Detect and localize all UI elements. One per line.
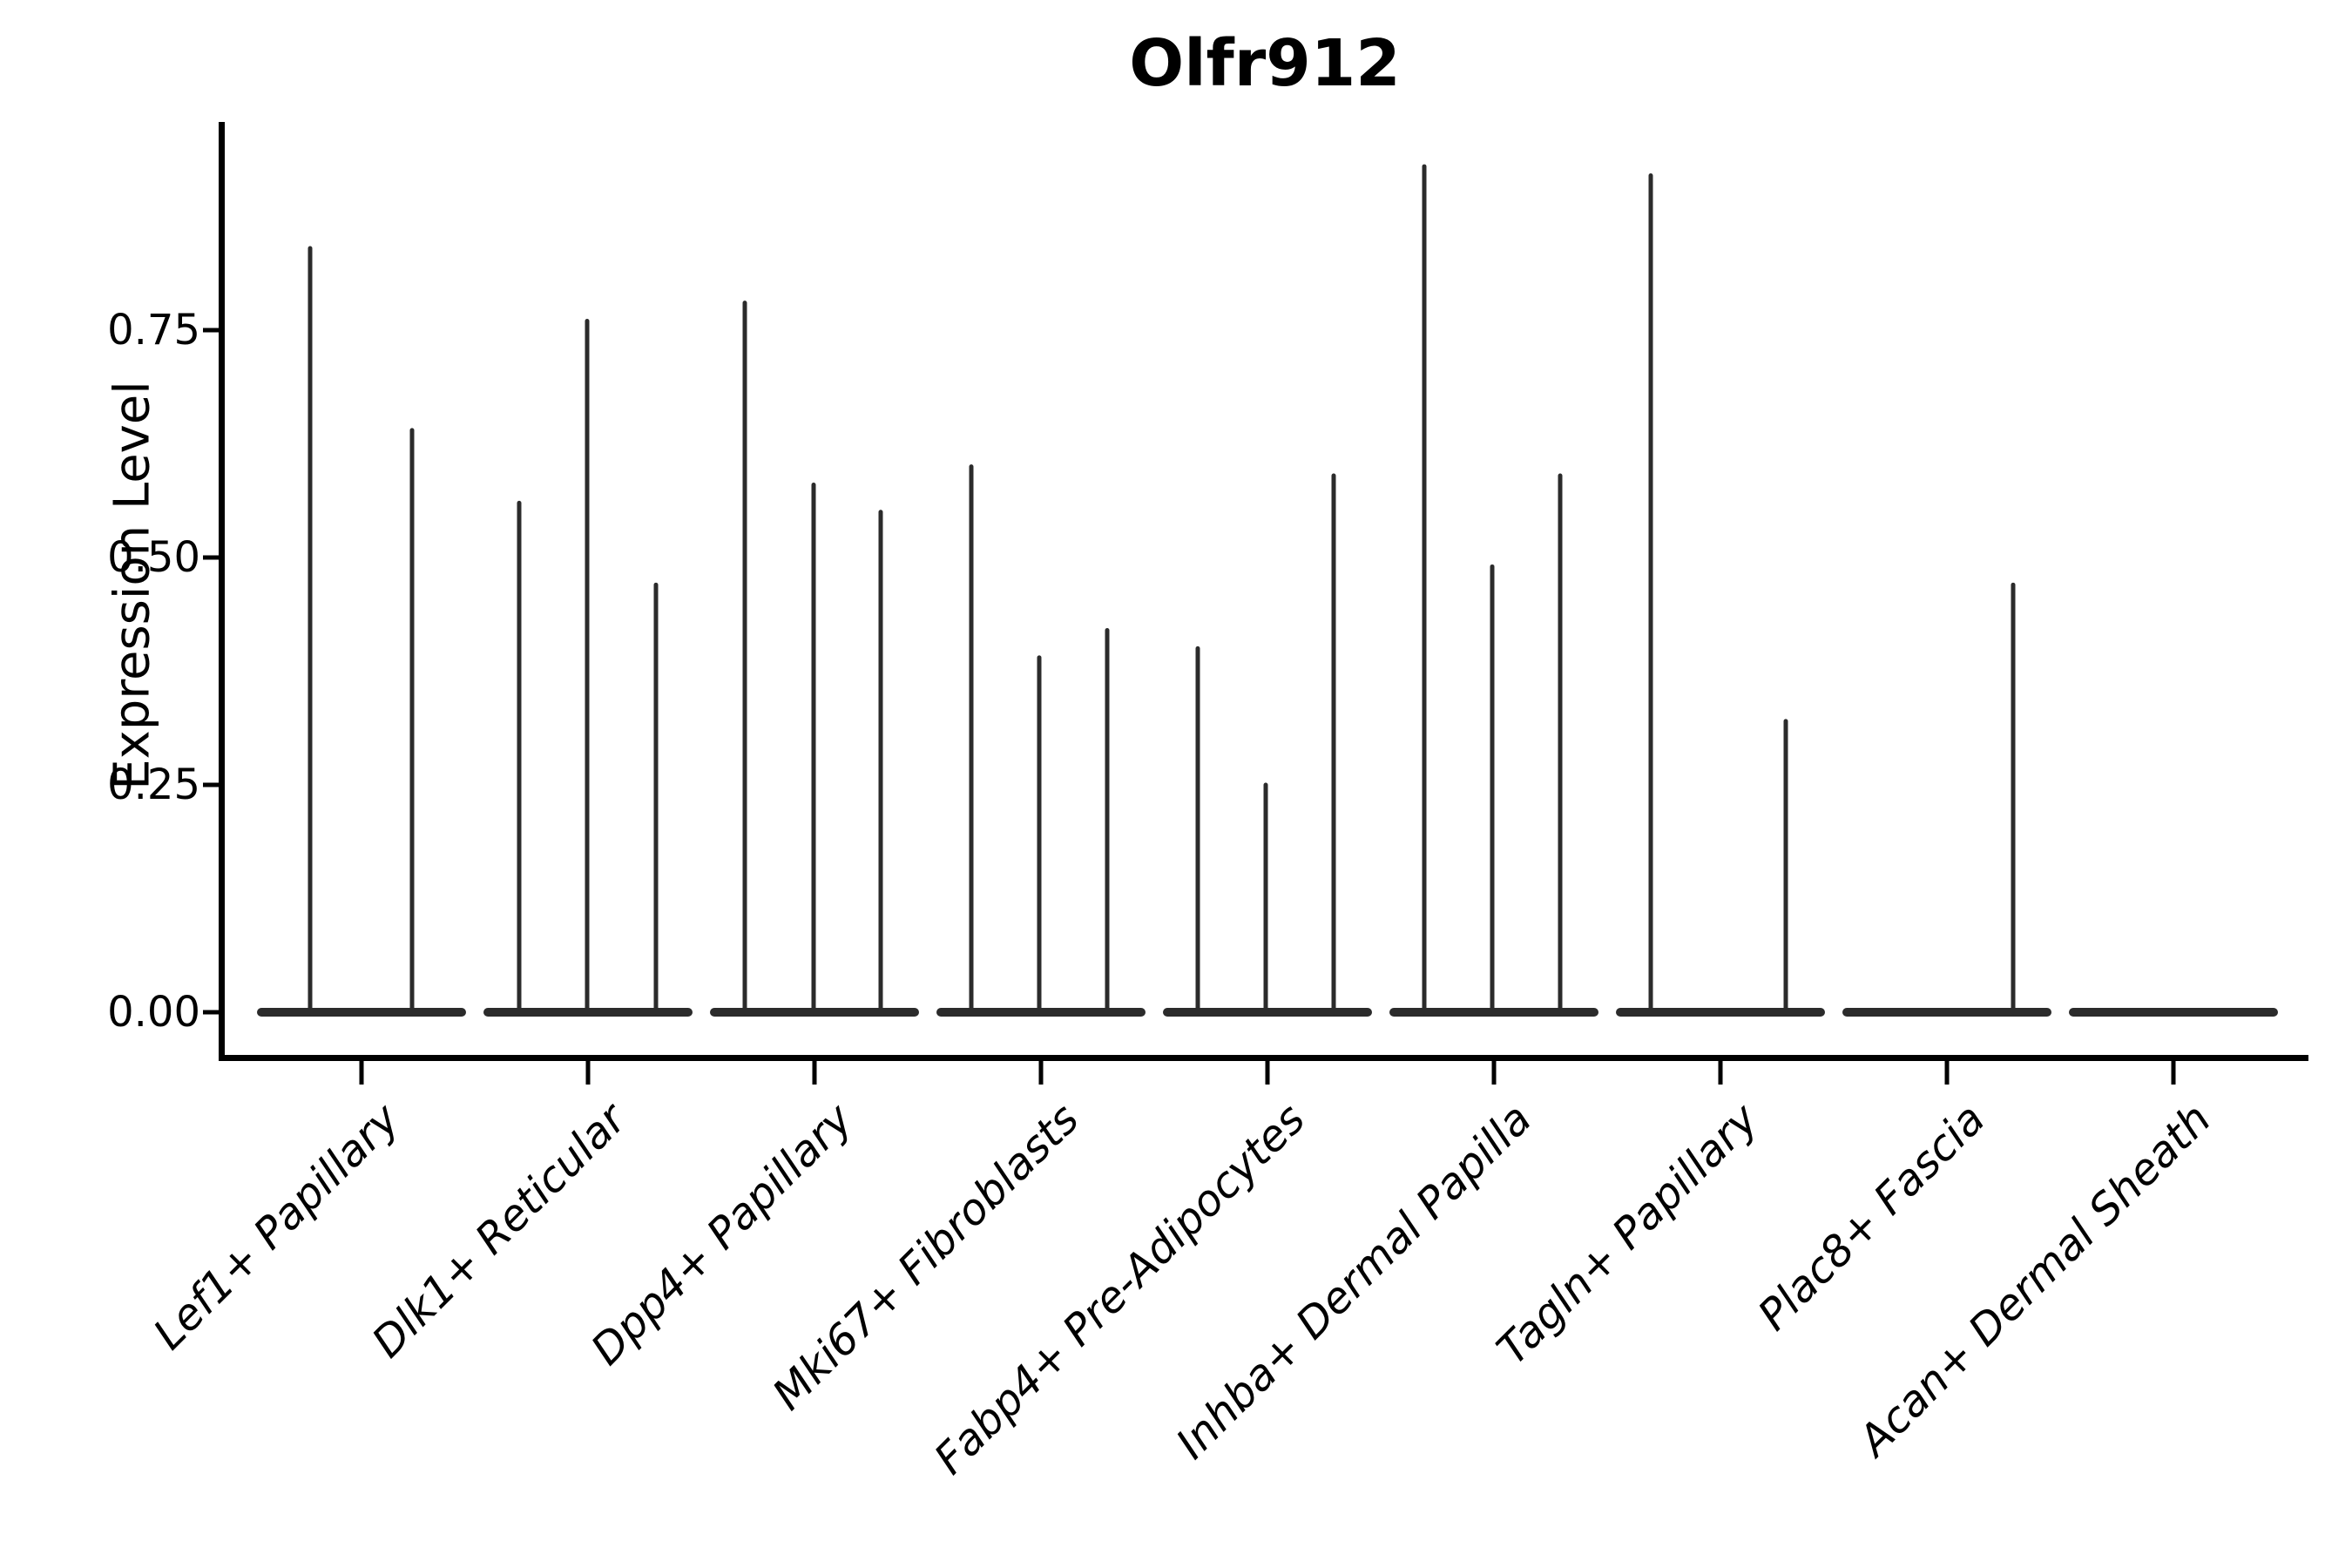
- y-tick-label: 0.00: [107, 988, 200, 1037]
- x-tick-mark: [1038, 1061, 1044, 1085]
- x-tick-mark: [1944, 1061, 1950, 1085]
- x-tick-mark: [1491, 1061, 1497, 1085]
- y-tick-label: 0.50: [107, 533, 200, 582]
- x-tick-mark: [812, 1061, 817, 1085]
- y-tick-mark: [203, 1010, 219, 1015]
- y-tick-label: 0.25: [107, 760, 200, 809]
- y-tick-mark: [203, 555, 219, 560]
- violin-baseline: [1616, 1008, 1825, 1017]
- x-axis-spine: [222, 1055, 2308, 1061]
- x-tick-mark: [359, 1061, 364, 1085]
- y-tick-label: 0.75: [107, 306, 200, 355]
- x-tick-mark: [1265, 1061, 1270, 1085]
- y-axis-spine: [219, 122, 225, 1061]
- violin-baseline: [257, 1008, 466, 1017]
- x-tick-mark: [2171, 1061, 2176, 1085]
- y-tick-mark: [203, 328, 219, 333]
- chart-title: Olfr912: [1129, 26, 1401, 101]
- x-tick-mark: [585, 1061, 591, 1085]
- x-tick-mark: [1718, 1061, 1723, 1085]
- violin-baseline: [2069, 1008, 2278, 1017]
- violin-baseline: [1842, 1008, 2051, 1017]
- y-tick-mark: [203, 782, 219, 787]
